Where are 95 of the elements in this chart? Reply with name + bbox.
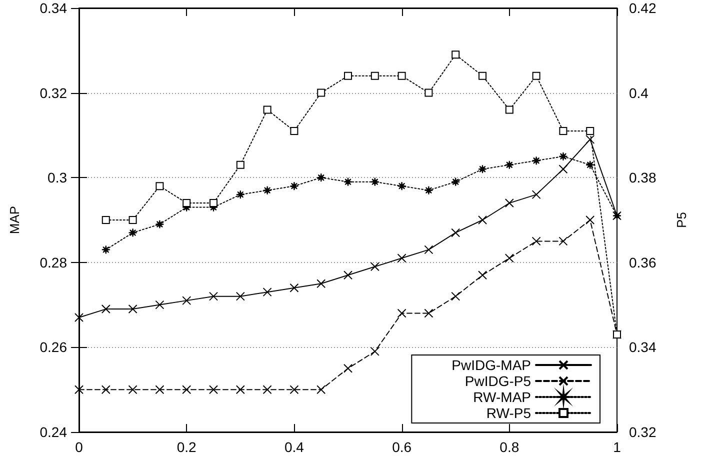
point bbox=[263, 106, 272, 114]
y-axis-title: MAP bbox=[7, 206, 22, 234]
point bbox=[532, 72, 540, 80]
point bbox=[236, 385, 245, 394]
point bbox=[209, 292, 218, 301]
legend-label: RW-P5 bbox=[486, 405, 532, 421]
point bbox=[101, 385, 110, 394]
point bbox=[316, 385, 326, 394]
point bbox=[424, 245, 434, 254]
point bbox=[451, 177, 460, 186]
point bbox=[128, 385, 138, 394]
point bbox=[478, 72, 486, 80]
point bbox=[316, 279, 326, 288]
y-tick-label: 0.28 bbox=[40, 254, 68, 270]
point bbox=[236, 160, 244, 169]
point bbox=[559, 126, 568, 135]
point bbox=[128, 216, 137, 224]
point bbox=[478, 216, 487, 224]
point bbox=[290, 182, 299, 191]
point bbox=[344, 270, 352, 280]
point bbox=[370, 346, 380, 356]
y-tick-label: 0.32 bbox=[40, 84, 68, 101]
y2-axis-title: P5 bbox=[674, 212, 689, 228]
point bbox=[504, 160, 514, 170]
point bbox=[344, 72, 352, 80]
point bbox=[370, 72, 379, 80]
point bbox=[290, 126, 298, 135]
legend-label: PwIDG-P5 bbox=[464, 373, 532, 389]
point bbox=[155, 300, 164, 310]
y2-tick-label: 0.42 bbox=[629, 0, 656, 16]
point bbox=[424, 186, 434, 195]
point bbox=[290, 385, 299, 394]
point bbox=[182, 199, 191, 208]
y-tick-label: 0.34 bbox=[40, 0, 68, 16]
point bbox=[451, 292, 460, 301]
point bbox=[182, 385, 192, 394]
point bbox=[558, 152, 568, 161]
point bbox=[210, 199, 218, 208]
y2-tick-label: 0.38 bbox=[629, 170, 656, 186]
point bbox=[478, 270, 487, 280]
point bbox=[397, 254, 406, 263]
point bbox=[262, 186, 272, 195]
point bbox=[370, 177, 380, 186]
x-tick-label: 1 bbox=[613, 439, 622, 455]
y-tick-label: 0.26 bbox=[40, 339, 68, 356]
point bbox=[209, 385, 218, 394]
point bbox=[370, 262, 380, 272]
x-tick-label: 0.6 bbox=[392, 439, 412, 455]
point bbox=[155, 220, 164, 229]
x-tick-label: 0 bbox=[75, 439, 84, 455]
point bbox=[262, 385, 272, 394]
point bbox=[344, 364, 352, 373]
point bbox=[398, 72, 406, 80]
y2-tick-label: 0.34 bbox=[629, 339, 656, 356]
y2-tick-label: 0.36 bbox=[629, 254, 656, 270]
point bbox=[558, 236, 568, 246]
point bbox=[532, 190, 541, 200]
point bbox=[290, 283, 299, 292]
point bbox=[156, 182, 164, 190]
legend-label: PwIDG-MAP bbox=[452, 357, 531, 373]
point bbox=[397, 182, 406, 191]
point bbox=[155, 385, 164, 394]
point bbox=[424, 88, 433, 97]
point bbox=[317, 88, 326, 97]
x-tick-label: 0.8 bbox=[500, 439, 520, 455]
point bbox=[128, 228, 138, 238]
point bbox=[74, 313, 84, 322]
x-tick-label: 0.2 bbox=[176, 439, 197, 455]
point bbox=[586, 216, 595, 224]
point bbox=[451, 228, 460, 238]
point bbox=[504, 254, 514, 263]
point bbox=[586, 126, 594, 135]
point bbox=[236, 292, 245, 301]
point bbox=[586, 134, 595, 144]
point bbox=[397, 308, 406, 318]
point bbox=[558, 164, 568, 174]
point bbox=[532, 236, 541, 246]
point bbox=[101, 304, 110, 314]
point bbox=[74, 385, 84, 394]
point bbox=[102, 216, 110, 224]
point bbox=[128, 304, 138, 314]
y2-tick-label: 0.4 bbox=[629, 84, 649, 101]
point bbox=[532, 156, 541, 166]
y2-tick-label: 0.32 bbox=[629, 424, 656, 440]
point bbox=[504, 198, 514, 208]
point bbox=[424, 308, 434, 318]
legend-label: RW-MAP bbox=[473, 389, 531, 405]
x-tick-label: 0.4 bbox=[284, 439, 304, 455]
point bbox=[505, 106, 514, 114]
point bbox=[182, 296, 192, 306]
y-tick-label: 0.3 bbox=[48, 170, 68, 186]
y-tick-label: 0.24 bbox=[40, 424, 68, 440]
point bbox=[262, 288, 272, 297]
point bbox=[452, 50, 460, 59]
point bbox=[101, 245, 110, 254]
